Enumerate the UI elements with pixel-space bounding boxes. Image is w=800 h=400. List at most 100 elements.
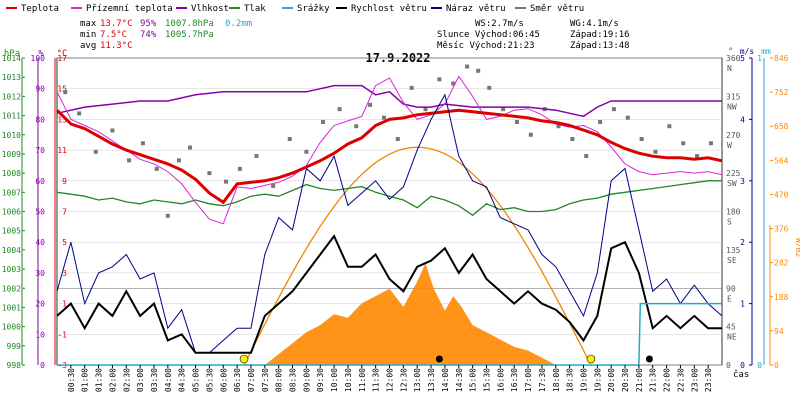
deg-dir-label: SE xyxy=(727,256,737,265)
deg-tick-label: 315 xyxy=(726,92,741,101)
x-tick-label: 01:30 xyxy=(95,368,104,392)
humidity-line xyxy=(56,84,722,118)
wm2-tick-label: 658 xyxy=(774,122,789,131)
x-tick-label: 19:30 xyxy=(593,368,602,392)
x-tick-label: 08:00 xyxy=(275,368,284,392)
wind-speed-line xyxy=(56,234,722,354)
wind-dir-point xyxy=(237,166,242,171)
x-tick-label: 23:00 xyxy=(690,368,699,392)
x-tick-label: 04:30 xyxy=(178,368,187,392)
wind-dir-point xyxy=(154,166,159,171)
x-tick-label: 21:30 xyxy=(649,368,658,392)
legend: Teplota Přízemní teplota Vlhkost Tlak Srážky… xyxy=(6,4,584,14)
wind-dir-point xyxy=(140,141,145,146)
ms-tick-label: 2 xyxy=(740,238,745,247)
degc-tick-label: 7 xyxy=(62,208,67,217)
wind-dir-point xyxy=(487,85,492,90)
x-tick-label: 06:00 xyxy=(219,368,228,392)
hpa-tick-label: 1005 xyxy=(2,227,21,236)
wind-dir-point xyxy=(465,64,470,69)
mm-unit: mm xyxy=(761,47,771,56)
x-tick-label: 03:30 xyxy=(150,368,159,392)
stat-max-rain: 0.2mm xyxy=(225,19,252,29)
deg-dir-label: SW xyxy=(727,179,737,188)
wind-dir-point xyxy=(514,119,519,124)
x-tick-label: 17:00 xyxy=(524,368,533,392)
wind-dir-point xyxy=(207,171,212,176)
deg-tick-label: 0 xyxy=(726,361,731,370)
deg-dir-label: E xyxy=(727,294,732,303)
wind-dir-point xyxy=(437,77,442,82)
stat-max-temp: 13.7°C xyxy=(100,19,133,29)
legend-label: Srážky xyxy=(297,4,330,14)
x-tick-label: 14:00 xyxy=(441,368,450,392)
ms-tick-label: 3 xyxy=(740,177,745,186)
deg-dir-label: NW xyxy=(727,102,737,111)
deg-dir-label: NE xyxy=(727,333,737,342)
stat-max-press: 1007.8hPa xyxy=(165,19,214,29)
stat-slunce: Slunce Východ:06:45 xyxy=(437,30,540,40)
wind-dir-point xyxy=(476,68,481,73)
pct-tick-label: 60 xyxy=(35,177,45,186)
wind-dir-point xyxy=(598,119,603,124)
pct-tick-label: 30 xyxy=(35,269,45,278)
degc-tick-label: 5 xyxy=(62,238,67,247)
wind-dir-point xyxy=(63,90,68,95)
stat-min-hum: 74% xyxy=(140,30,157,40)
deg-dir-label: S xyxy=(727,218,732,227)
wind-dir-point xyxy=(77,111,82,116)
wind-dir-point xyxy=(451,81,456,86)
wind-dir-point xyxy=(321,119,325,124)
wm2-tick-label: 752 xyxy=(774,88,789,97)
stat-wg: WG:4.1m/s xyxy=(570,19,619,29)
hpa-unit: hPa xyxy=(4,49,20,59)
pct-unit: % xyxy=(38,49,44,59)
deg-dir-label: N xyxy=(727,64,732,73)
ms-tick-label: 5 xyxy=(740,54,745,63)
mm-tick-label: 0 xyxy=(757,361,762,370)
degc-tick-label: 9 xyxy=(62,177,67,186)
wm2-tick-label: 376 xyxy=(774,225,789,234)
x-tick-label: 09:30 xyxy=(316,368,325,392)
x-tick-label: 16:00 xyxy=(496,368,505,392)
ground-temp-line xyxy=(56,75,723,225)
stat-avg-label: avg xyxy=(80,41,96,51)
degc-tick-label: -1 xyxy=(57,330,67,339)
wm2-tick-label: 282 xyxy=(774,259,789,268)
x-tick-label: 05:30 xyxy=(205,368,214,392)
x-tick-label: 21:00 xyxy=(635,368,644,392)
stat-min-temp: 7.5°C xyxy=(100,30,127,40)
wind-dir-point xyxy=(304,149,309,154)
temperature-line xyxy=(55,108,723,205)
hpa-tick-label: 1007 xyxy=(2,188,21,197)
wind-dir-point xyxy=(625,115,630,120)
x-tick-label: 10:30 xyxy=(344,368,353,392)
wind-dir-point xyxy=(93,149,98,154)
pct-tick-label: 70 xyxy=(35,146,45,155)
stat-slunce-zapad: Západ:19:16 xyxy=(570,30,630,40)
wind-dir-point xyxy=(556,124,561,129)
pct-tick-label: 90 xyxy=(35,85,45,94)
x-tick-label: 17:30 xyxy=(538,368,547,392)
wind-dir-point xyxy=(127,158,132,163)
hpa-tick-label: 1002 xyxy=(2,284,21,293)
wind-dir-point xyxy=(708,141,713,146)
hpa-tick-label: 1008 xyxy=(2,169,21,178)
wind-dir-point xyxy=(271,183,276,188)
degc-tick-label: 15 xyxy=(57,85,67,94)
x-tick-label: 04:00 xyxy=(164,368,173,392)
wind-dir-point xyxy=(667,124,672,129)
stats-block: max 13.7°C 95% 1007.8hPa 0.2mm min 7.5°C… xyxy=(80,19,630,51)
legend-label: Rychlost větru xyxy=(351,4,427,14)
x-tick-label: 12:00 xyxy=(386,368,395,392)
legend-label: Teplota xyxy=(21,4,59,14)
ms-tick-label: 4 xyxy=(740,115,745,124)
wm2-tick-label: 846 xyxy=(774,54,789,63)
x-tick-label: 02:30 xyxy=(122,368,131,392)
pct-tick-label: 80 xyxy=(35,115,45,124)
wind-dir-point xyxy=(695,154,700,159)
deg-tick-label: 45 xyxy=(726,323,736,332)
x-tick-label: 12:30 xyxy=(399,368,408,392)
wind-dir-point xyxy=(639,137,644,142)
